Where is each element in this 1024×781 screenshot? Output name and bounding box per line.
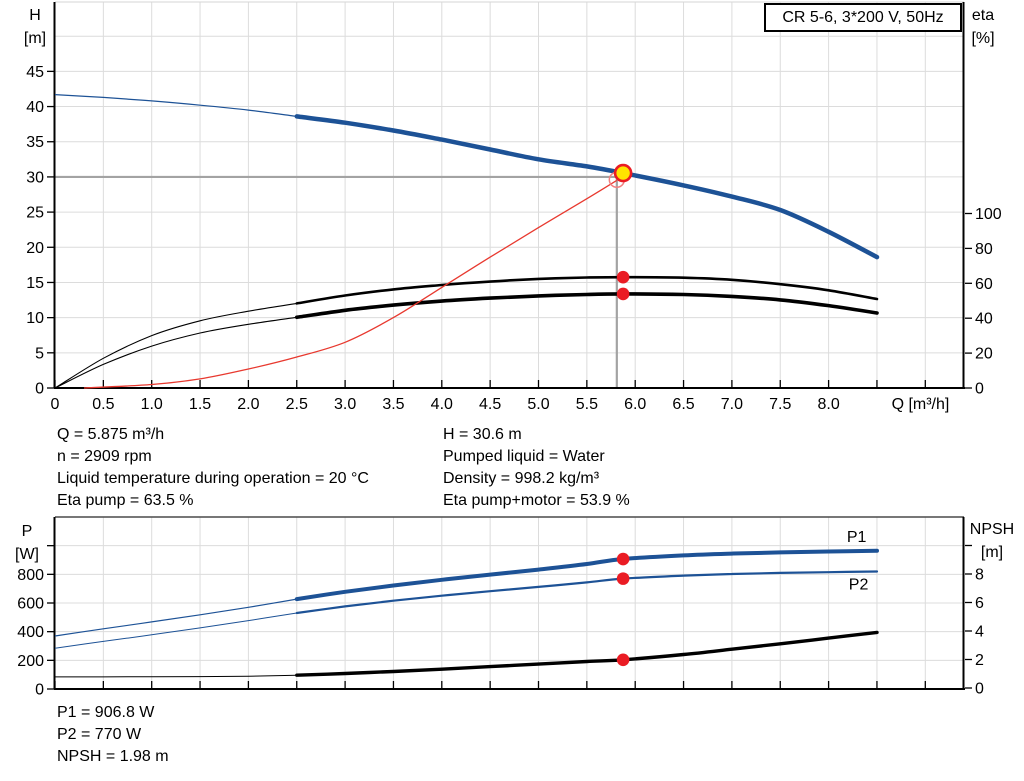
- x-tick-label: 4.0: [431, 396, 453, 413]
- p1-point: [616, 552, 630, 566]
- p1-curve: [294, 548, 879, 602]
- y-right-tick-label: 0: [975, 381, 984, 398]
- x-tick-label: 5.0: [527, 396, 549, 413]
- y-right-tick-label: 4: [975, 624, 984, 641]
- eta-pump-motor-curve-thin: [54, 316, 297, 389]
- h-axis-unit-label: H [m]: [23, 7, 47, 47]
- p1-curve-thin: [54, 598, 297, 637]
- x-tick-label: 7.5: [769, 396, 791, 413]
- npsh-curve: [295, 630, 879, 677]
- y-left-tick-label: 600: [17, 596, 44, 613]
- npsh-axis-unit-label: NPSH [m]: [969, 521, 1015, 561]
- info-line: P1 = 906.8 W: [57, 704, 155, 721]
- y-left-tick-label: 5: [35, 345, 44, 362]
- p2-curve-thin: [54, 612, 297, 649]
- p-axis-unit-label: P [W]: [15, 523, 39, 563]
- x-tick-label: 0: [51, 396, 60, 413]
- p2-curve-label: P2: [849, 576, 869, 593]
- x-tick-label: 5.5: [576, 396, 598, 413]
- eta-pump-point: [616, 270, 630, 284]
- y-left-tick-label: 20: [26, 240, 44, 257]
- npsh-point: [616, 653, 630, 667]
- x-tick-label: 3.5: [382, 396, 404, 413]
- eta-pump-motor-curve: [295, 292, 879, 320]
- pump-curve-H: [294, 114, 880, 260]
- x-axis-title: Q [m³/h]: [892, 396, 950, 413]
- info-line: Eta pump = 63.5 %: [57, 492, 194, 509]
- y-right-tick-label: 8: [975, 567, 984, 584]
- y-left-tick-label: 0: [35, 381, 44, 398]
- info-line: H = 30.6 m: [443, 426, 522, 443]
- y-right-tick-label: 100: [975, 206, 1002, 223]
- y-left-tick-label: 35: [26, 134, 44, 151]
- y-right-tick-label: 2: [975, 652, 984, 669]
- x-tick-label: 4.5: [479, 396, 501, 413]
- y-right-tick-label: 40: [975, 311, 993, 328]
- y-left-tick-label: 200: [17, 653, 44, 670]
- y-left-tick-label: 800: [17, 567, 44, 584]
- y-right-tick-label: 60: [975, 276, 993, 293]
- x-tick-label: 1.5: [189, 396, 211, 413]
- x-tick-label: 1.0: [141, 396, 163, 413]
- eta-axis-unit-label: eta [%]: [971, 7, 995, 47]
- y-right-tick-label: 20: [975, 346, 993, 363]
- power-info: P1 = 906.8 W P2 = 770 W NPSH = 1.98 m: [57, 702, 169, 768]
- pump-model-label: CR 5-6, 3*200 V, 50Hz: [782, 8, 944, 26]
- info-line: Eta pump+motor = 53.9 %: [443, 492, 630, 509]
- duty-info-right: H = 30.6 m Pumped liquid = Water Density =…: [443, 424, 630, 512]
- p2-point: [616, 572, 630, 585]
- info-line: P2 = 770 W: [57, 726, 142, 743]
- info-line: Density = 998.2 kg/m³: [443, 470, 600, 487]
- x-tick-label: 3.0: [334, 396, 356, 413]
- eta-pump-curve: [295, 275, 879, 305]
- x-tick-label: 8.0: [817, 396, 839, 413]
- y-left-tick-label: 15: [26, 275, 44, 292]
- x-tick-label: 7.0: [721, 396, 743, 413]
- x-tick-label: 0.5: [92, 396, 114, 413]
- pump-model-box: CR 5-6, 3*200 V, 50Hz: [764, 3, 962, 32]
- y-left-tick-label: 25: [26, 205, 44, 222]
- x-tick-label: 2.5: [286, 396, 308, 413]
- y-left-tick-label: 400: [17, 624, 44, 641]
- y-right-tick-label: 0: [975, 681, 984, 698]
- info-line: n = 2909 rpm: [57, 448, 152, 465]
- operating-point: [613, 163, 633, 183]
- info-line: Pumped liquid = Water: [443, 448, 605, 465]
- x-tick-label: 6.5: [672, 396, 694, 413]
- npsh-curve-thin: [54, 674, 297, 678]
- y-left-tick-label: 0: [35, 682, 44, 699]
- info-line: NPSH = 1.98 m: [57, 748, 169, 765]
- info-line: Liquid temperature during operation = 20…: [57, 470, 369, 487]
- y-left-tick-label: 45: [26, 64, 44, 81]
- eta-pump-curve-thin: [54, 302, 297, 389]
- pump-curve-H-thin: [54, 94, 297, 117]
- info-line: Q = 5.875 m³/h: [57, 426, 165, 443]
- x-tick-label: 2.0: [237, 396, 259, 413]
- p1-curve-label: P1: [847, 529, 867, 546]
- system-curve: [83, 179, 618, 389]
- y-left-tick-label: 40: [26, 99, 44, 116]
- duty-info-left: Q = 5.875 m³/h n = 2909 rpm Liquid tempera…: [57, 424, 369, 512]
- y-left-tick-label: 10: [26, 310, 44, 327]
- y-right-tick-label: 80: [975, 241, 993, 258]
- y-left-tick-label: 30: [26, 169, 44, 186]
- y-right-tick-label: 6: [975, 595, 984, 612]
- eta-pump-motor-point: [616, 287, 630, 301]
- x-tick-label: 6.0: [624, 396, 646, 413]
- p2-curve: [295, 570, 879, 615]
